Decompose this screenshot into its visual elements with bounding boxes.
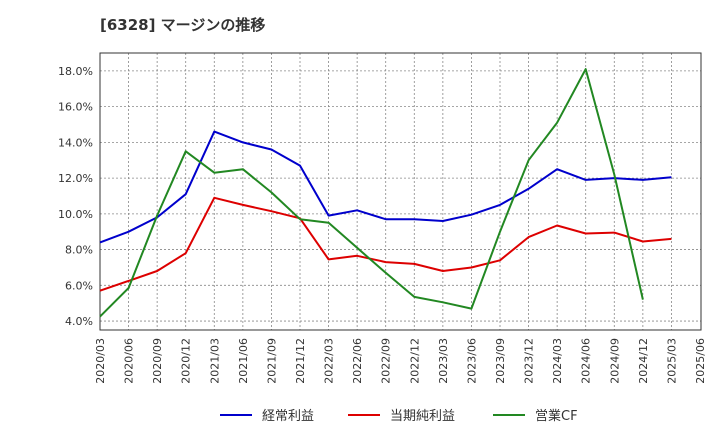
x-tick-label: 2025/03	[665, 338, 678, 384]
series-line	[99, 196, 672, 292]
axis-layer: 4.0% 6.0% 8.0% 10.0% 12.0% 14.0% 16.0% 18.0% 202…	[58, 52, 707, 384]
x-tick-label: 2022/03	[323, 338, 336, 384]
x-tick-label: 2022/06	[351, 338, 364, 384]
x-tick-label: 2021/03	[208, 338, 221, 384]
x-tick-label: 2020/06	[123, 338, 136, 384]
x-tick-label: 2022/12	[408, 338, 421, 384]
series-line	[99, 68, 644, 318]
series-line	[99, 130, 672, 244]
x-tick-label: 2023/06	[465, 338, 478, 384]
x-tick-label: 2021/12	[294, 338, 307, 384]
y-tick-label: 8.0%	[65, 244, 93, 257]
legend-label: 営業CF	[535, 408, 578, 424]
x-tick-label: 2021/06	[237, 338, 250, 384]
x-tick-label: 2024/09	[608, 338, 621, 384]
x-tick-label: 2024/03	[551, 338, 564, 384]
legend: 経常利益 当期純利益 営業CF	[220, 408, 578, 424]
chart-title: [6328] マージンの推移	[100, 16, 266, 34]
y-tick-label: 16.0%	[58, 101, 93, 114]
x-tick-label: 2024/06	[580, 338, 593, 384]
y-tick-label: 14.0%	[58, 136, 93, 149]
x-tick-label: 2025/06	[694, 338, 707, 384]
legend-label: 経常利益	[262, 409, 314, 424]
x-tick-label: 2021/09	[265, 338, 278, 384]
x-tick-label: 2020/09	[151, 338, 164, 384]
plot-frame	[99, 52, 702, 331]
y-tick-label: 4.0%	[65, 315, 93, 328]
grid-layer	[100, 53, 701, 330]
x-tick-label: 2023/09	[494, 338, 507, 384]
x-tick-label: 2022/09	[380, 338, 393, 384]
y-tick-label: 10.0%	[58, 208, 93, 221]
x-tick-label: 2020/12	[180, 338, 193, 384]
series-layer	[99, 68, 672, 318]
y-tick-label: 18.0%	[58, 65, 93, 78]
y-tick-label: 6.0%	[65, 279, 93, 292]
x-tick-label: 2024/12	[637, 338, 650, 384]
y-tick-label: 12.0%	[58, 172, 93, 185]
legend-label: 当期純利益	[390, 409, 455, 424]
x-tick-label: 2023/12	[523, 338, 536, 384]
x-tick-label: 2020/03	[94, 338, 107, 384]
x-tick-label: 2023/03	[437, 338, 450, 384]
